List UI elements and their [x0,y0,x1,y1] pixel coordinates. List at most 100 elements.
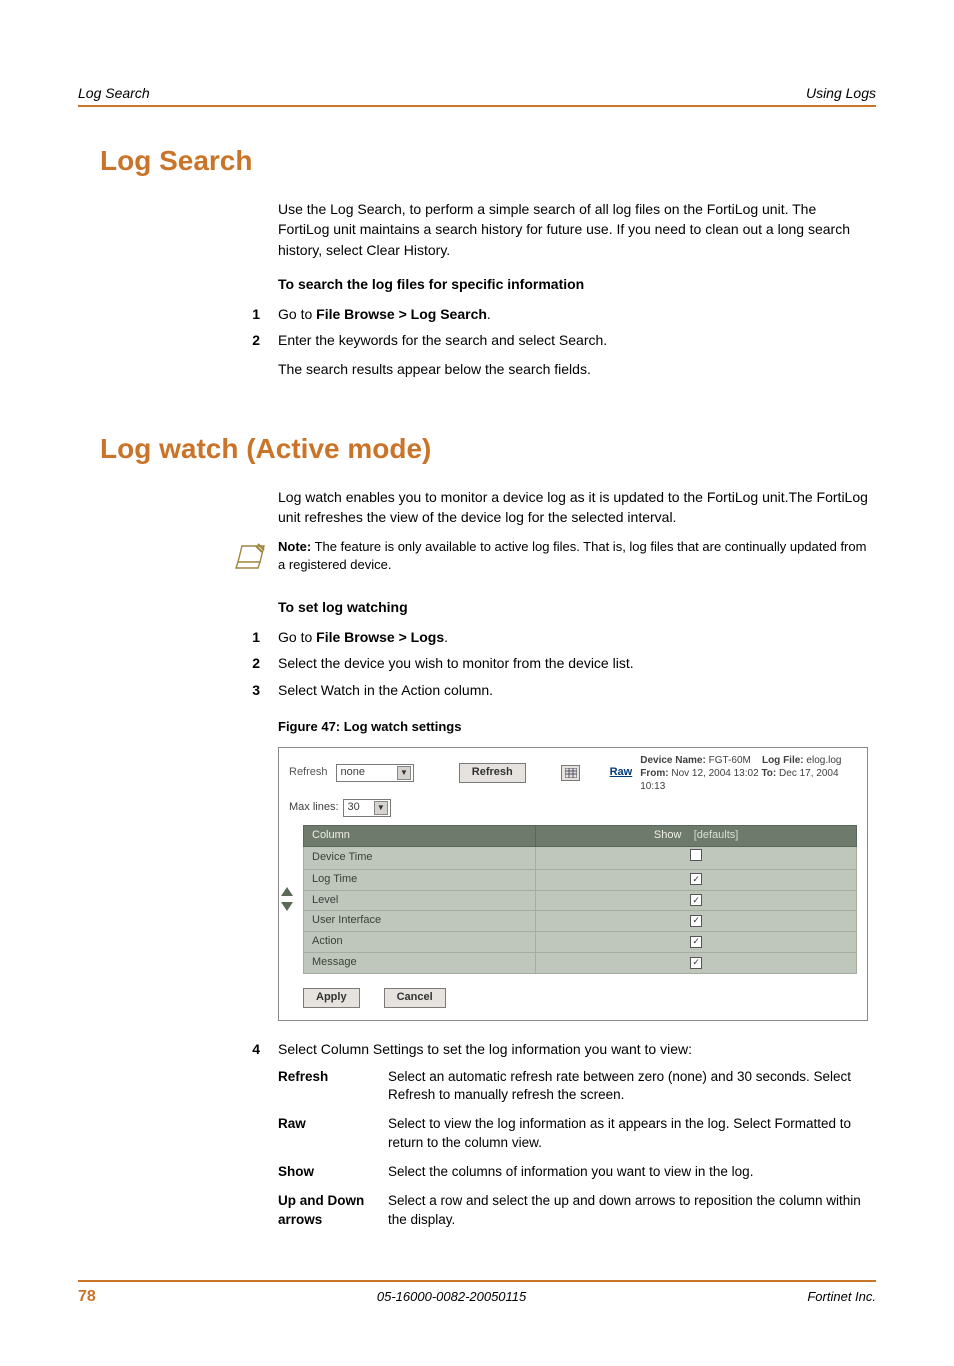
step-number: 1 [244,304,278,324]
checkbox[interactable] [690,849,702,861]
column-settings-button[interactable] [561,765,580,781]
raw-link[interactable]: Raw [610,765,633,781]
s2-step-3: 3 Select Watch in the Action column. [278,680,868,700]
grid-icon [565,768,577,778]
step-number: 4 [244,1039,278,1240]
table-row[interactable]: User Interface✓ [304,911,857,932]
arrow-up-icon[interactable] [281,887,293,896]
logfile-val: elog.log [806,755,841,766]
column-name-cell: Level [304,890,536,911]
column-name-cell: Device Time [304,846,536,869]
desc-val: Select a row and select the up and down … [388,1192,868,1230]
desc-val: Select the columns of information you wa… [388,1163,868,1182]
figure-table-wrap: Column Show [defaults] Device TimeLog Ti… [279,825,867,975]
show-cell: ✓ [536,953,857,974]
step-body: Select Watch in the Action column. [278,680,868,700]
step-line: The search results appear below the sear… [278,359,868,379]
column-name-cell: Log Time [304,869,536,890]
checkbox[interactable]: ✓ [690,894,702,906]
table-row[interactable]: Log Time ✓ [304,869,857,890]
s1-step-2: 2 Enter the keywords for the search and … [278,330,868,387]
s2-step-1: 1 Go to File Browse > Logs. [278,627,868,647]
col-hd-show: Show [defaults] [536,825,857,846]
maxlines-label: Max lines: [289,800,339,816]
arrow-down-icon[interactable] [281,902,293,911]
checkbox[interactable]: ✓ [690,873,702,885]
step-number: 2 [244,653,278,673]
chevron-down-icon: ▼ [397,766,411,780]
table-row[interactable]: Action ✓ [304,932,857,953]
refresh-select[interactable]: none ▼ [336,764,414,782]
show-hd-label: Show [654,829,682,841]
step-number: 1 [244,627,278,647]
s2-step-4: 4 Select Column Settings to set the log … [278,1039,868,1240]
refresh-button[interactable]: Refresh [459,763,526,783]
s2-step-2: 2 Select the device you wish to monitor … [278,653,868,673]
desc-row: Up and Down arrowsSelect a row and selec… [278,1192,868,1230]
table-row[interactable]: Level ✓ [304,890,857,911]
section2-subhead: To set log watching [278,597,868,617]
refresh-value: none [341,765,365,781]
section1-subhead: To search the log files for specific inf… [278,274,868,294]
from-key: From: [640,768,668,779]
devname-key: Device Name: [640,755,706,766]
checkbox[interactable]: ✓ [690,957,702,969]
section2-intro: Log watch enables you to monitor a devic… [278,487,868,528]
figure-log-watch: Refresh none ▼ Refresh Raw [278,747,868,1022]
col-hd-column: Column [304,825,536,846]
page-header: Log Search Using Logs [78,85,876,107]
footer-right: Fortinet Inc. [807,1289,876,1304]
table-row[interactable]: Device Time [304,846,857,869]
desc-key: Refresh [278,1068,388,1106]
header-left: Log Search [78,85,150,101]
maxlines-value: 30 [348,800,360,816]
logfile-key: Log File: [762,755,804,766]
checkbox[interactable]: ✓ [690,915,702,927]
step-body: Enter the keywords for the search and se… [278,330,868,387]
page-number: 78 [78,1288,96,1306]
note-body: The feature is only available to active … [278,539,866,572]
chevron-down-icon: ▼ [374,801,388,815]
section1-body: Use the Log Search, to perform a simple … [278,199,868,387]
section1-title: Log Search [100,145,876,177]
desc-row: ShowSelect the columns of information yo… [278,1163,868,1182]
section2-title: Log watch (Active mode) [100,433,876,465]
desc-row: RawSelect to view the log information as… [278,1115,868,1153]
step-body: Select the device you wish to monitor fr… [278,653,868,673]
section2-body: To set log watching 1 Go to File Browse … [278,597,868,1240]
step-line: Enter the keywords for the search and se… [278,330,868,350]
desc-val: Select an automatic refresh rate between… [388,1068,868,1106]
note-label: Note: [278,539,311,554]
defaults-link[interactable]: [defaults] [694,829,739,841]
step-number: 2 [244,330,278,387]
checkbox[interactable]: ✓ [690,936,702,948]
desc-val: Select to view the log information as it… [388,1115,868,1153]
note-row: Note: The feature is only available to a… [234,538,868,577]
desc-row: RefreshSelect an automatic refresh rate … [278,1068,868,1106]
column-name-cell: Message [304,953,536,974]
note-text: Note: The feature is only available to a… [278,538,868,577]
to-key: To: [761,768,776,779]
reorder-arrows [281,887,293,911]
devname-val: FGT-60M [709,755,751,766]
s1-step-1: 1 Go to File Browse > Log Search. [278,304,868,324]
maxlines-select[interactable]: 30 ▼ [343,799,391,817]
step-body: Go to File Browse > Logs. [278,627,868,647]
column-name-cell: Action [304,932,536,953]
device-info: Device Name: FGT-60M Log File: elog.log … [640,754,857,793]
step-body: Go to File Browse > Log Search. [278,304,868,324]
step-number: 3 [244,680,278,700]
step4-text: Select Column Settings to set the log in… [278,1039,868,1059]
note-icon [234,538,278,577]
desc-key: Up and Down arrows [278,1192,388,1230]
footer-mid: 05-16000-0082-20050115 [377,1289,526,1304]
cancel-button[interactable]: Cancel [384,988,446,1008]
figure-actions: Apply Cancel [279,984,867,1020]
figure-toolbar: Refresh none ▼ Refresh Raw [279,748,867,797]
show-cell: ✓ [536,932,857,953]
desc-table: RefreshSelect an automatic refresh rate … [278,1068,868,1230]
apply-button[interactable]: Apply [303,988,360,1008]
show-cell: ✓ [536,869,857,890]
table-row[interactable]: Message ✓ [304,953,857,974]
step-body: Select Column Settings to set the log in… [278,1039,868,1240]
